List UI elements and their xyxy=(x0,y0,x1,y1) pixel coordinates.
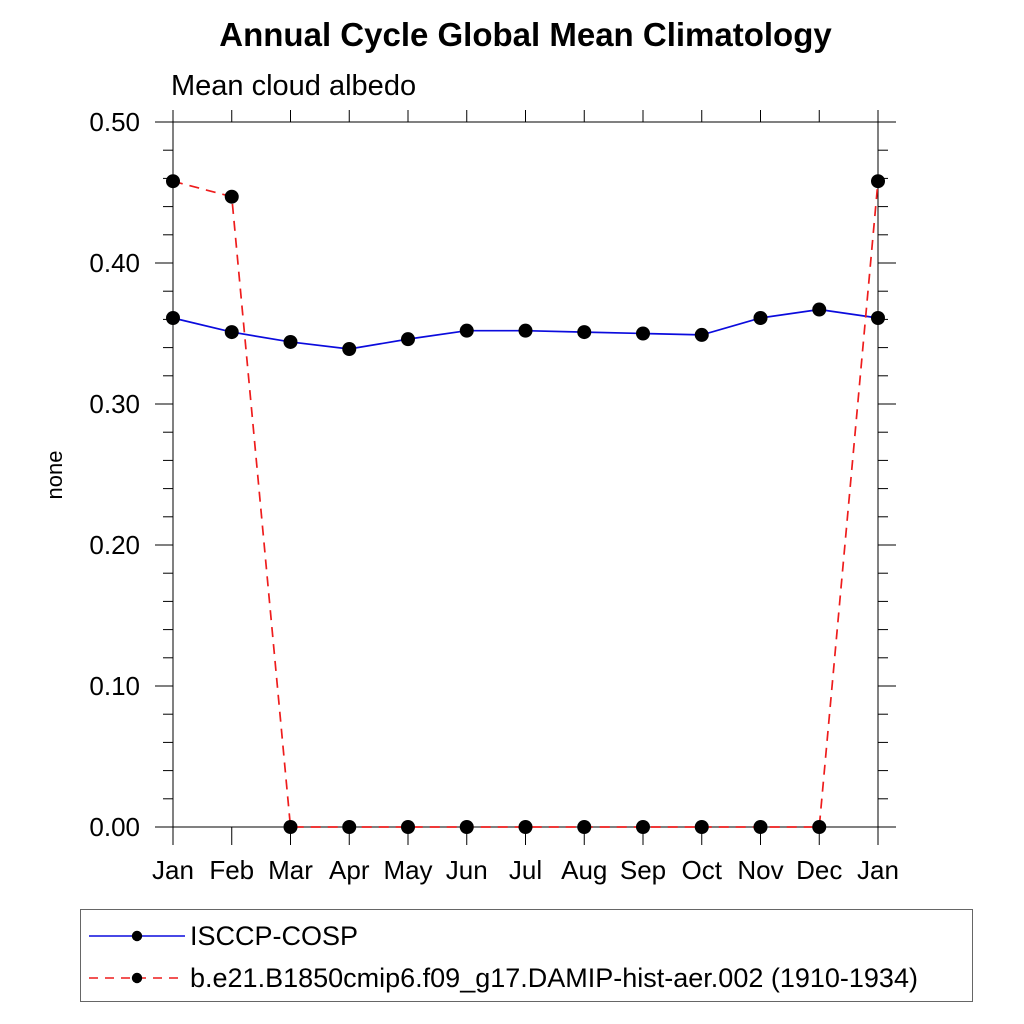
legend-box: ISCCP-COSP b.e21.B1850cmip6.f09_g17.DAMI… xyxy=(80,909,973,1002)
legend-line-solid-icon xyxy=(89,930,185,942)
x-tick-label: Aug xyxy=(561,855,608,885)
x-tick-label: Jul xyxy=(508,855,543,885)
data-point-s1-Jun xyxy=(459,820,474,834)
x-tick-label: Jan xyxy=(857,855,899,885)
x-tick-label: Apr xyxy=(329,855,370,885)
data-point-s1-Sep xyxy=(636,820,650,834)
data-point-s0-Oct xyxy=(694,327,709,342)
data-point-s0-Jan xyxy=(871,310,885,325)
x-tick-label: May xyxy=(383,855,433,885)
y-tick-label: 0.00 xyxy=(89,812,140,842)
x-tick-label: Mar xyxy=(268,855,313,885)
y-tick-label: 0.50 xyxy=(89,107,140,137)
x-tick-label: Jun xyxy=(445,855,488,885)
legend-item-model: b.e21.B1850cmip6.f09_g17.DAMIP-hist-aer.… xyxy=(87,963,918,993)
data-point-s1-Mar xyxy=(283,820,298,834)
data-point-s1-Jul xyxy=(518,820,533,834)
data-point-s1-Apr xyxy=(342,820,357,834)
x-tick-label: Oct xyxy=(681,855,722,885)
data-point-s0-Jun xyxy=(459,323,474,338)
data-point-s0-Jul xyxy=(518,323,533,338)
y-tick-label: 0.40 xyxy=(89,248,140,278)
data-point-s0-Aug xyxy=(577,325,592,340)
x-tick-label: Nov xyxy=(737,855,784,885)
x-tick-label: Jan xyxy=(152,855,194,885)
chart-title: Annual Cycle Global Mean Climatology xyxy=(219,16,832,53)
y-tick-label: 0.30 xyxy=(89,389,140,419)
legend-item-obs: ISCCP-COSP xyxy=(87,921,358,951)
data-point-s1-Jan xyxy=(166,174,180,189)
data-point-s1-May xyxy=(401,820,415,834)
data-point-s0-Mar xyxy=(283,334,298,349)
plot-frame xyxy=(172,121,879,828)
legend-line-dashed-icon xyxy=(89,972,185,984)
y-tick-label: 0.20 xyxy=(89,530,140,560)
chart-subtitle: Mean cloud albedo xyxy=(171,70,417,102)
data-point-s1-Dec xyxy=(812,820,827,834)
series-line-1 xyxy=(172,180,879,828)
data-point-s1-Feb xyxy=(224,189,239,204)
legend-label-obs: ISCCP-COSP xyxy=(190,920,359,951)
data-point-s1-Nov xyxy=(753,820,768,834)
data-point-s1-Jan xyxy=(871,174,885,189)
data-point-s1-Oct xyxy=(694,820,709,834)
data-point-s1-Aug xyxy=(577,820,592,834)
data-point-s0-Jan xyxy=(166,310,180,325)
data-point-s0-Nov xyxy=(753,310,768,325)
legend-label-model: b.e21.B1850cmip6.f09_g17.DAMIP-hist-aer.… xyxy=(190,962,918,993)
data-point-s0-May xyxy=(401,332,415,347)
data-point-s0-Sep xyxy=(636,326,650,341)
x-tick-label: Dec xyxy=(796,855,843,885)
x-tick-label: Sep xyxy=(619,855,667,885)
y-tick-label: 0.10 xyxy=(89,671,140,701)
data-point-s0-Dec xyxy=(812,302,827,317)
data-point-s0-Feb xyxy=(224,325,239,340)
data-point-s0-Apr xyxy=(342,342,357,357)
x-tick-label: Feb xyxy=(209,855,255,885)
